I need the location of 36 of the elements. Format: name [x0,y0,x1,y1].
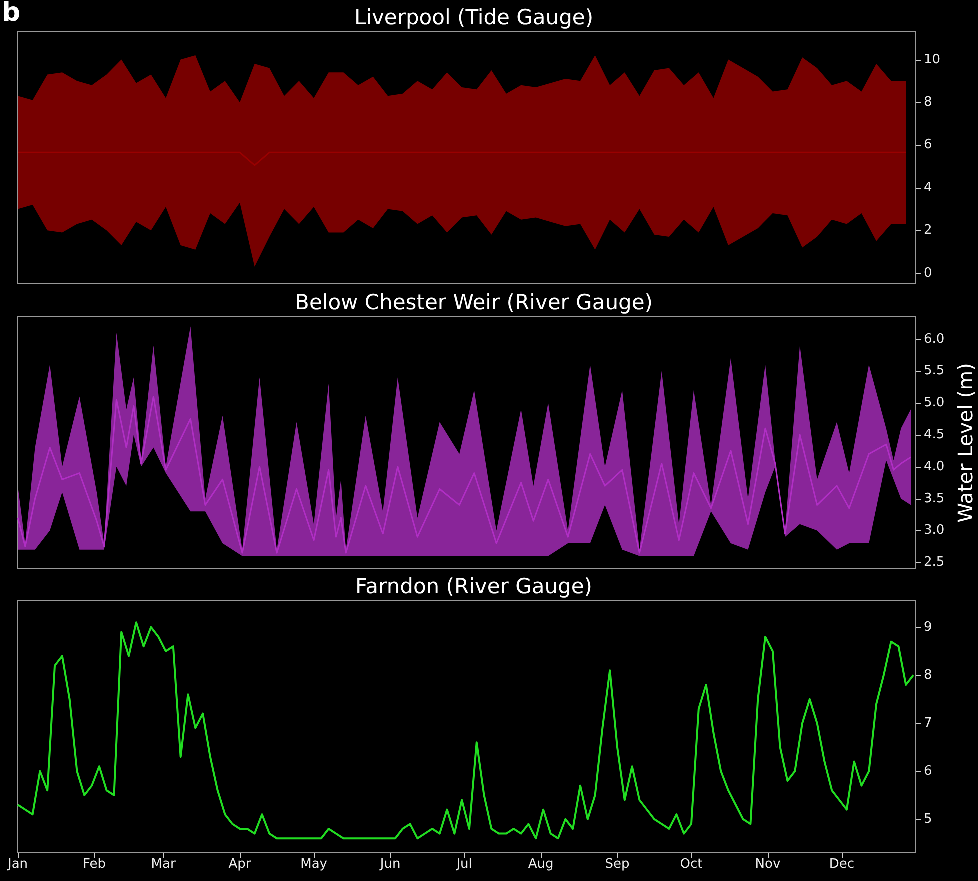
x-tick-label: Sep [605,857,630,872]
x-tick-label: Apr [228,857,252,872]
x-tick-label: May [300,857,328,872]
x-tick-label: Mar [151,857,176,872]
y-tick-label: 6.0 [924,332,945,347]
y-tick-label: 4.5 [924,428,945,443]
y-tick-label: 4 [924,180,932,196]
y-tick-label: 0 [924,266,932,281]
x-tick-label: Nov [755,857,781,872]
y-tick-label: 2.5 [924,555,945,570]
x-tick-label: Oct [680,857,703,872]
y-tick-label: 5.0 [924,396,945,411]
x-tick-label: Aug [528,857,554,872]
y-tick-label: 3.5 [924,491,945,506]
y-tick-label: 9 [924,620,932,635]
y-tick-label: 4.0 [924,459,945,474]
y-tick-label: 10 [924,52,941,68]
y-tick-label: 8 [924,94,932,110]
y-tick-label: 2 [924,223,932,238]
y-axis-title: Water Level (m) [954,363,978,523]
y-tick-label: 5.5 [924,364,945,379]
x-tick-label: Dec [829,857,855,872]
y-tick-label: 6 [924,764,932,779]
x-tick-label: Jan [6,857,28,872]
text: b [2,0,21,28]
y-tick-label: 6 [924,138,932,153]
x-tick-label: Jul [456,857,472,872]
y-tick-label: 8 [924,668,932,683]
y-tick-label: 7 [924,716,932,731]
x-tick-label: Feb [82,857,106,872]
y-tick-label: 5 [924,812,932,827]
chart-title: Below Chester Weir (River Gauge) [295,290,653,314]
x-tick-label: Jun [379,857,401,872]
chart-title: Farndon (River Gauge) [356,574,592,598]
chart-title: Liverpool (Tide Gauge) [354,6,594,30]
y-tick-label: 3.0 [924,523,945,538]
